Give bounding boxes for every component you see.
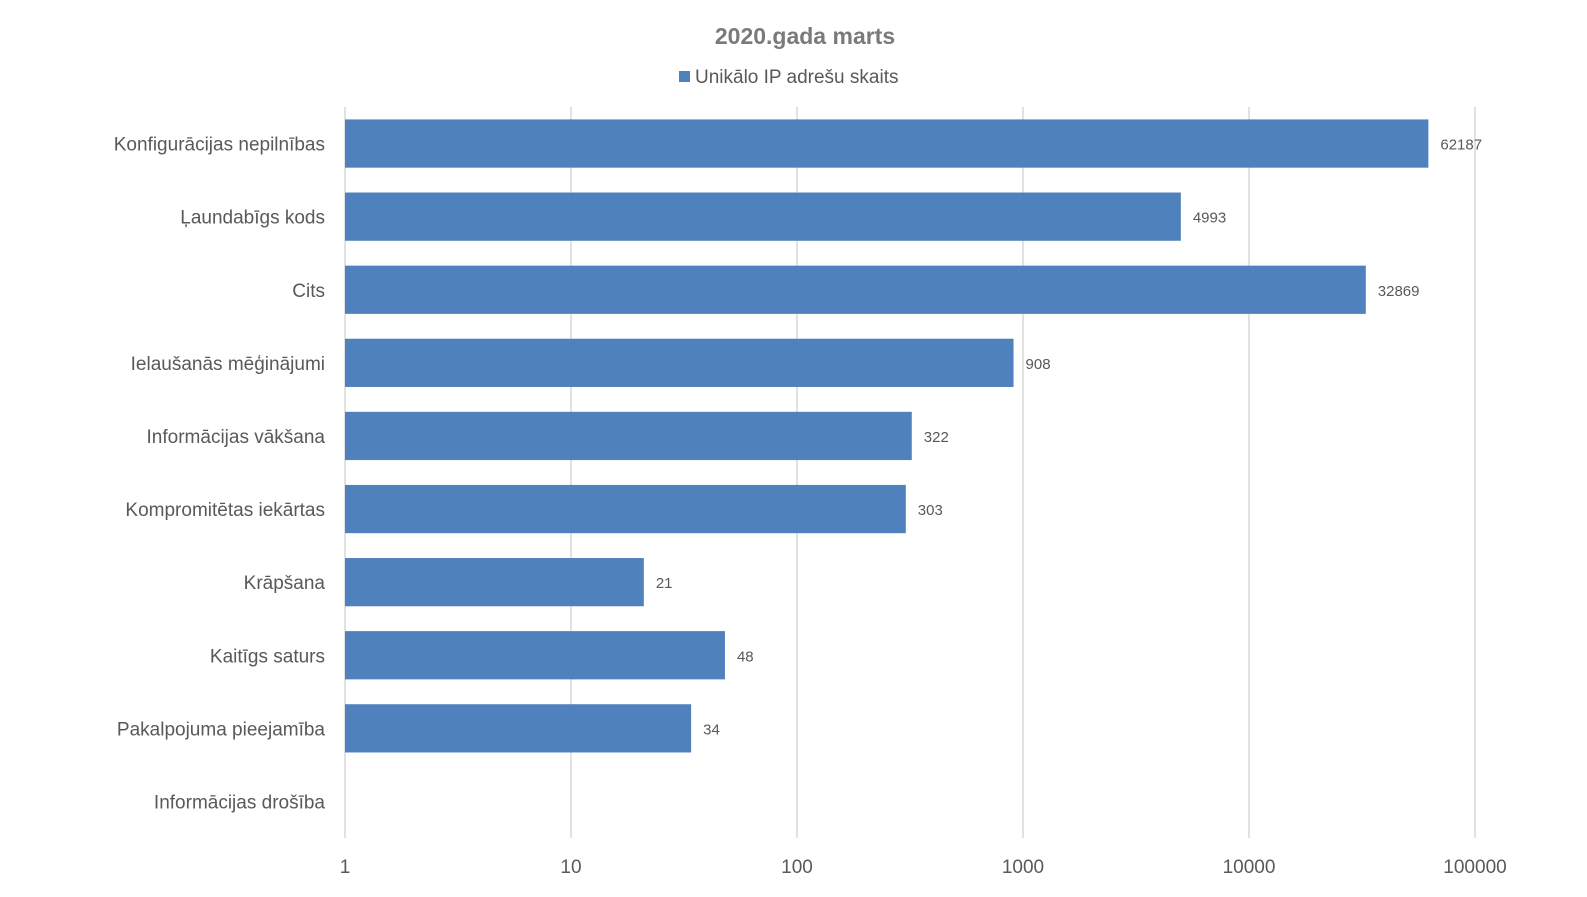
data-label: 4993 [1193, 210, 1226, 227]
category-label: Informācijas drošība [154, 792, 326, 813]
bar [345, 411, 912, 461]
data-label: 303 [918, 502, 943, 519]
data-label: 62187 [1440, 137, 1482, 154]
category-label: Cits [292, 281, 325, 302]
legend: Unikālo IP adrešu skaits [679, 67, 898, 88]
bar [345, 119, 1429, 168]
x-tick-label: 10 [560, 857, 581, 878]
category-label: Ļaundabīgs kods [180, 208, 325, 229]
bar [345, 338, 1014, 387]
category-label: Krāpšana [244, 573, 326, 594]
legend-swatch [679, 71, 690, 82]
data-label: 32869 [1378, 283, 1420, 300]
x-tick-label: 100 [781, 857, 813, 878]
bar [345, 192, 1181, 241]
data-labels: 62187 4993 32869 908 322 303 21 48 34 [656, 137, 1482, 739]
data-label: 34 [703, 721, 720, 738]
data-label: 21 [656, 575, 673, 592]
bar [345, 704, 692, 753]
category-label: Kaitīgs saturs [210, 646, 325, 667]
x-tick-label: 100000 [1443, 857, 1506, 878]
category-label: Konfigurācijas nepilnības [114, 135, 325, 156]
category-label: Ielaušanās mēģinājumi [131, 354, 325, 375]
bar [345, 558, 644, 607]
category-labels: Konfigurācijas nepilnības Ļaundabīgs kods… [114, 135, 326, 814]
data-label: 48 [737, 648, 754, 665]
legend-entry: Unikālo IP adrešu skaits [695, 67, 898, 88]
x-tick-label: 10000 [1223, 857, 1276, 878]
bar [345, 265, 1366, 314]
x-axis-tick-labels: 1 10 100 1000 10000 100000 [340, 857, 1507, 878]
category-label: Informācijas vākšana [147, 427, 326, 448]
x-tick-label: 1 [340, 857, 351, 878]
bar [345, 484, 906, 534]
data-label: 322 [924, 429, 949, 446]
category-label: Pakalpojuma pieejamība [117, 719, 326, 740]
bars [345, 119, 1429, 753]
data-label: 908 [1026, 356, 1051, 373]
chart-title: 2020.gada marts [715, 23, 895, 49]
category-label: Kompromitētas iekārtas [125, 500, 325, 521]
x-tick-label: 1000 [1002, 857, 1044, 878]
bar [345, 631, 725, 680]
